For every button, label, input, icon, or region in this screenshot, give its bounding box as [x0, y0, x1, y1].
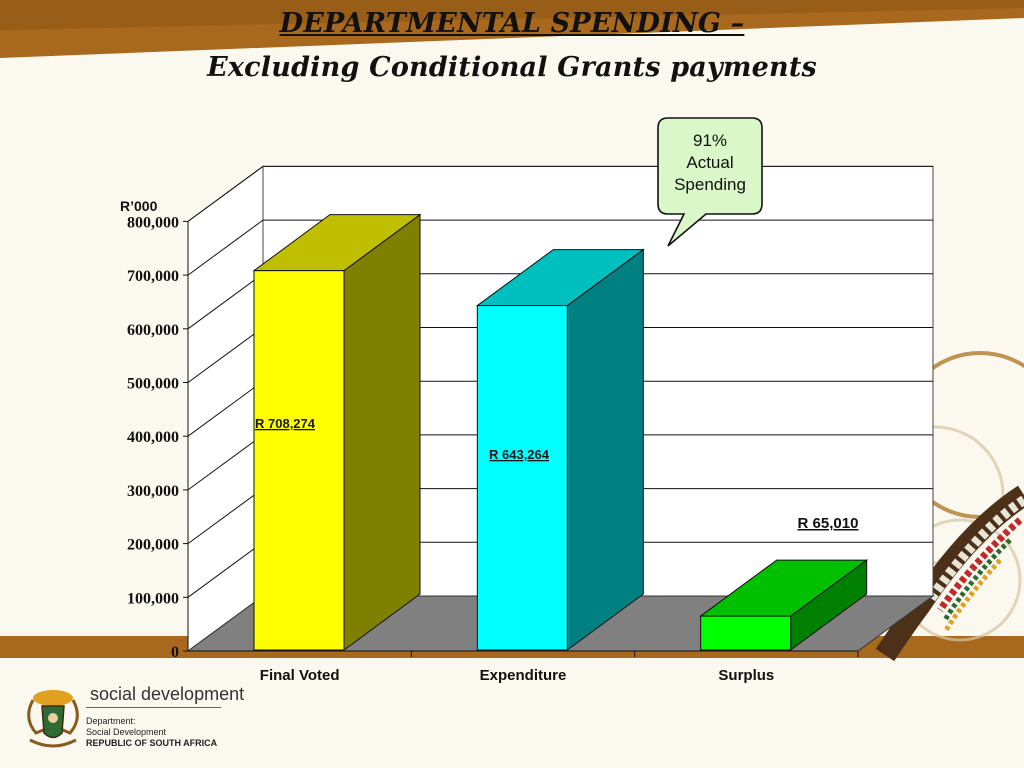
x-category-label: Surplus	[718, 667, 774, 684]
y-tick-label: 0	[171, 644, 179, 661]
bar-final-voted-side	[343, 213, 421, 651]
y-tick-label: 100,000	[127, 590, 179, 607]
y-tick-label: 500,000	[127, 376, 179, 393]
coat-of-arms-logo	[27, 690, 79, 748]
x-category-label: Expenditure	[480, 667, 567, 684]
footer-brand: social development	[90, 684, 245, 704]
callout-line-actual: Actual	[686, 153, 734, 172]
bar-surplus	[700, 615, 792, 651]
slide-title-line-1: DEPARTMENTAL SPENDING –	[279, 8, 745, 39]
data-label: R 643,264	[489, 447, 550, 462]
data-label: R 708,274	[255, 416, 316, 431]
footer-dept-line-1: Department:	[86, 716, 136, 726]
callout-line-spending: Spending	[674, 175, 746, 194]
x-category-label: Final Voted	[260, 667, 340, 684]
bar-expenditure-side	[566, 248, 644, 651]
data-label: R 65,010	[798, 515, 859, 532]
y-tick-label: 300,000	[127, 483, 179, 500]
bar-final-voted	[253, 270, 345, 651]
y-tick-label: 700,000	[127, 268, 179, 285]
y-unit-label: R’000	[120, 198, 158, 214]
top-band-shade	[0, 0, 1024, 30]
footer-department: Department: Social Development REPUBLIC …	[86, 716, 217, 749]
callout-line-percent: 91%	[692, 131, 728, 150]
footer-dept-line-2: Social Development	[86, 727, 167, 737]
y-tick-label: 400,000	[127, 429, 179, 446]
slide-title-line-2: Excluding Conditional Grants payments	[207, 52, 817, 83]
bar-expenditure	[476, 305, 568, 651]
footer-dept-line-3: REPUBLIC OF SOUTH AFRICA	[86, 738, 218, 748]
y-tick-label: 600,000	[127, 322, 179, 339]
callout-text: 91% Actual Spending	[658, 130, 762, 196]
footer-divider	[86, 707, 221, 708]
y-tick-label: 800,000	[127, 214, 179, 231]
y-tick-label: 200,000	[127, 537, 179, 554]
